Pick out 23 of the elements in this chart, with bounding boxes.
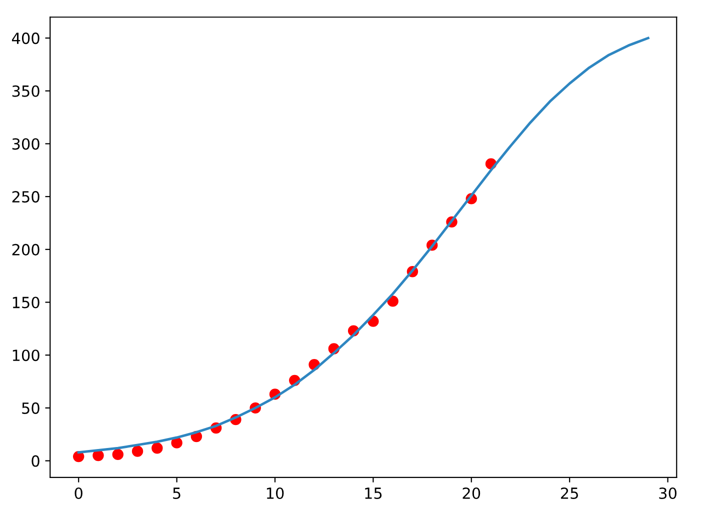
x-tick-label: 20 — [462, 487, 480, 500]
y-tick-label: 350 — [12, 85, 40, 97]
point — [112, 448, 124, 460]
y-tick-label: 150 — [12, 296, 40, 308]
x-tick-label: 10 — [266, 487, 284, 500]
point — [152, 442, 163, 454]
x-tick-label: 30 — [659, 487, 676, 500]
y-tick-label: 250 — [12, 191, 40, 203]
point — [387, 296, 398, 307]
y-tick-label: 100 — [12, 350, 40, 362]
y-tick-label: 50 — [22, 402, 40, 414]
x-tick-label: 5 — [173, 488, 180, 500]
y-tick-label: 300 — [12, 138, 40, 150]
y-tick-label: 400 — [12, 32, 40, 44]
y-tick-label: 0 — [32, 455, 40, 467]
point — [72, 450, 84, 462]
point — [171, 437, 182, 448]
y-tick-label: 200 — [12, 244, 40, 256]
x-tick-label: 25 — [560, 487, 578, 500]
point — [132, 446, 144, 457]
x-tick-label: 0 — [74, 487, 82, 500]
point — [92, 450, 104, 462]
x-tick-label: 15 — [365, 488, 382, 500]
